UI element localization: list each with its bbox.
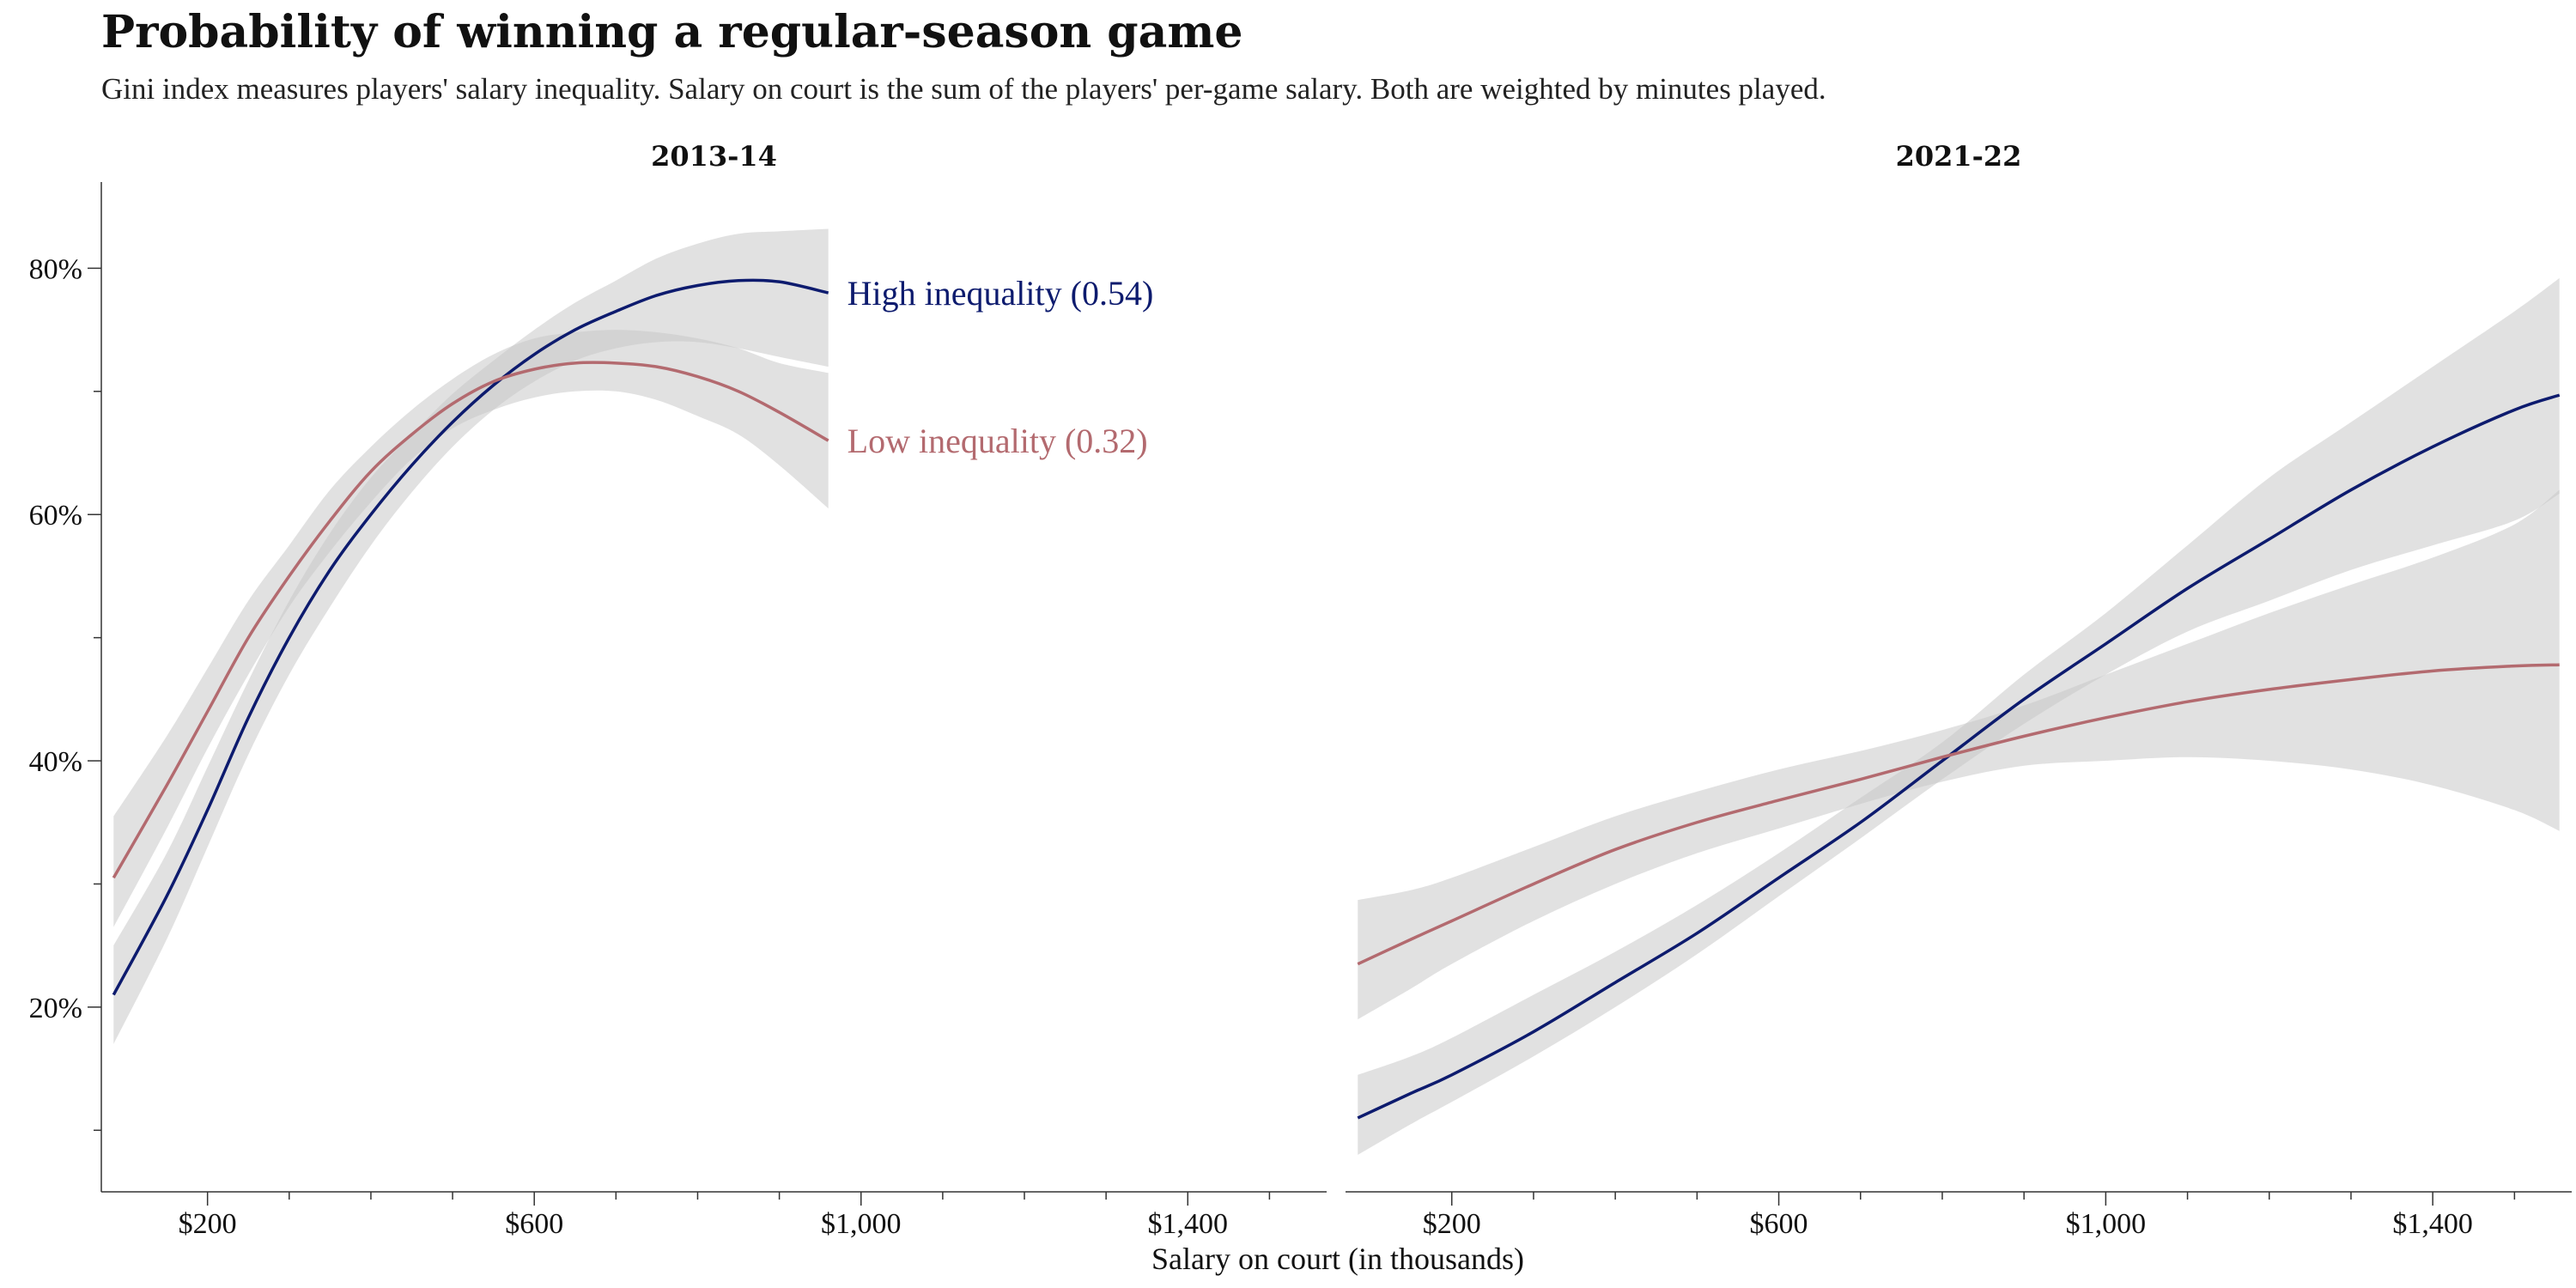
y-tick-label: 20% bbox=[29, 993, 82, 1024]
x-tick-label: $1,400 bbox=[1148, 1208, 1229, 1240]
x-tick-label: $600 bbox=[505, 1208, 563, 1240]
panel-title: 2013-14 bbox=[651, 140, 777, 173]
x-tick-label: $1,000 bbox=[821, 1208, 902, 1240]
series-line-high bbox=[112, 278, 829, 996]
chart-subtitle: Gini index measures players' salary ineq… bbox=[101, 72, 1826, 106]
y-tick-label: 40% bbox=[29, 746, 82, 778]
y-tick-label: 80% bbox=[29, 253, 82, 285]
series-line-low bbox=[1357, 663, 2560, 966]
series-line-low bbox=[112, 361, 829, 879]
chart-title: Probability of winning a regular-season … bbox=[101, 6, 1242, 58]
x-tick-label: $600 bbox=[1750, 1208, 1808, 1240]
panel-1: 2013-14 $200 $600 $1,000 $1,400 20% 40% 60% 80% H… bbox=[29, 140, 1327, 1240]
chart-panels: 2013-14 $200 $600 $1,000 $1,400 20% 40% 60% 80% H… bbox=[29, 140, 2572, 1240]
x-tick-label: $200 bbox=[1423, 1208, 1481, 1240]
x-tick-label: $200 bbox=[179, 1208, 237, 1240]
panel-title: 2021-22 bbox=[1896, 140, 2022, 173]
x-tick-label: $1,000 bbox=[2066, 1208, 2147, 1240]
confidence-band-low bbox=[1358, 489, 2560, 1020]
panel-2: 2021-22 $200 $600 $1,000 $1,400 bbox=[1346, 140, 2572, 1240]
y-tick-label: 60% bbox=[29, 500, 82, 532]
series-line-high bbox=[1357, 393, 2561, 1120]
series-label-high: High inequality (0.54) bbox=[848, 274, 1154, 313]
series-label-low: Low inequality (0.32) bbox=[848, 422, 1148, 460]
confidence-band-high bbox=[1358, 277, 2560, 1155]
confidence-band-low bbox=[113, 330, 829, 927]
x-tick-label: $1,400 bbox=[2392, 1208, 2473, 1240]
x-axis-label: Salary on court (in thousands) bbox=[1151, 1242, 1524, 1276]
